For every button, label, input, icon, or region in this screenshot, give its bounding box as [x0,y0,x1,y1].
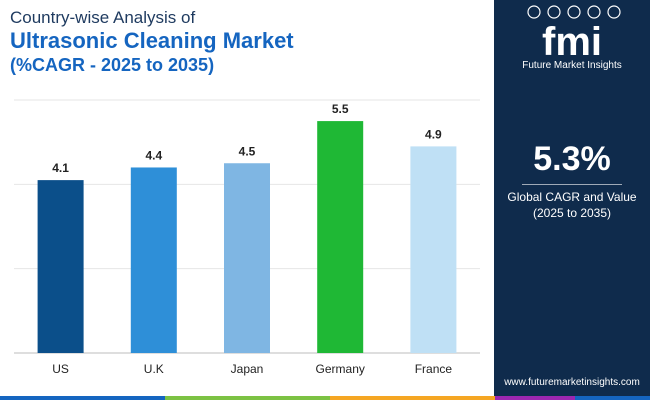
bottom-bar-segment [165,396,330,400]
bar-chart: 4.1 US 4.4 U.K 4.5 Japan 5.5 Germany 4.9 France [14,99,480,376]
bar-france [410,146,457,353]
fmi-logo: fmi [527,5,621,64]
bottom-bar-segment [330,396,495,400]
website-link[interactable]: www.futuremarketinsights.com [504,377,640,388]
category-label: France [415,362,453,376]
category-label: US [52,362,69,376]
data-label: 4.9 [425,127,442,141]
data-label: 4.4 [145,148,162,162]
value-divider [522,184,622,185]
bottom-color-bar [0,396,650,400]
category-label: Germany [316,362,365,376]
global-cagr-value: 5.3% [533,140,611,178]
title-line-3: (%CAGR - 2025 to 2035) [10,55,215,75]
global-cagr-label: Global CAGR and Value [507,190,637,204]
logo-text: Future Market Insights [522,60,622,71]
title-line-2: Ultrasonic Cleaning Market [10,28,294,53]
data-label: 5.5 [332,102,349,116]
bar-germany [317,121,364,353]
category-label: U.K [144,362,164,376]
title-line-1: Country-wise Analysis of [10,8,196,27]
bottom-bar-segment [495,396,575,400]
svg-text:fmi: fmi [542,20,602,64]
bar-japan [224,163,270,353]
title-block: Country-wise Analysis of Ultrasonic Clea… [10,8,294,76]
category-label: Japan [231,362,264,376]
sidebar-panel: fmi Future Market Insights 5.3% Global C… [494,0,650,400]
data-label: 4.5 [239,144,256,158]
data-label: 4.1 [52,161,69,175]
bar-us [37,180,84,353]
bottom-bar-segment [0,396,165,400]
bar-uk [130,167,177,353]
bottom-bar-segment [575,396,650,400]
global-cagr-period: (2025 to 2035) [532,206,612,220]
